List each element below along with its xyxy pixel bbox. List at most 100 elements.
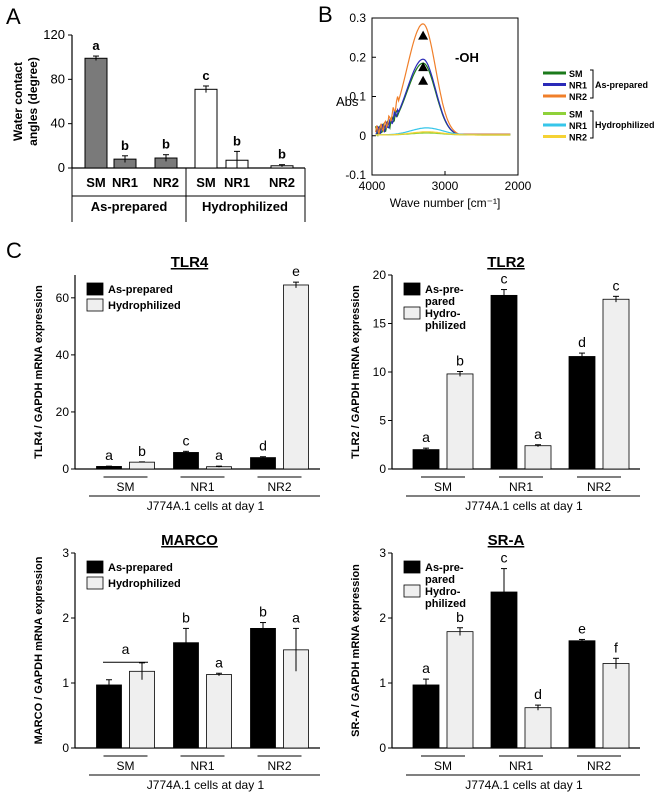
y-tick-label: 20 — [373, 268, 387, 282]
legend-label: pared — [425, 296, 455, 308]
legend-label: As-pre- — [425, 284, 464, 296]
category-label: SM — [117, 480, 135, 494]
category-label: NR2 — [267, 480, 291, 494]
chart-title: TLR2 — [487, 254, 525, 271]
category-label: NR2 — [587, 480, 611, 494]
x-tick-label: 4000 — [359, 179, 386, 193]
significance-letter: d — [578, 334, 586, 350]
x-axis-label: J774A.1 cells at day 1 — [465, 499, 583, 513]
significance-letter: c — [183, 432, 190, 448]
significance-letter: b — [456, 609, 464, 625]
significance-letter: b — [162, 137, 170, 152]
y-tick-label: 10 — [373, 365, 387, 379]
y-tick-label: 2 — [379, 611, 386, 625]
significance-letter: b — [456, 353, 464, 369]
category-label: NR1 — [224, 175, 250, 190]
significance-letter: a — [422, 660, 430, 676]
legend-label: NR2 — [569, 133, 587, 143]
significance-letter: f — [614, 639, 618, 655]
y-tick-label: 0 — [62, 741, 69, 755]
category-label: SM — [434, 759, 452, 773]
legend-label: Hydrophilized — [108, 300, 181, 312]
chart-sra: SR-A 0 1 2 3 SR-A / GAPDH mRNA expression a b SM… — [350, 532, 640, 792]
bar — [250, 628, 276, 749]
y-tick-label: 0 — [62, 462, 69, 476]
legend-swatch — [86, 282, 104, 296]
significance-letter: a — [215, 654, 223, 670]
chart-b-ftir-spectrum: -0.1 0 0.1 0.2 0.3 4000 3000 2000 Abs Wave number… — [336, 11, 655, 210]
bar — [250, 457, 276, 470]
group-label: As-prepared — [91, 199, 168, 214]
bar — [568, 640, 596, 749]
category-label: NR1 — [509, 759, 533, 773]
category-label: NR1 — [190, 480, 214, 494]
legend-label: Hydro- — [425, 308, 461, 320]
bar — [524, 707, 552, 749]
x-axis-label: J774A.1 cells at day 1 — [147, 499, 265, 513]
significance-letter: a — [292, 609, 300, 625]
y-tick-label: 40 — [56, 348, 70, 362]
chart-tlr4: TLR4 0 20 40 60 TLR4 / GAPDH mRNA expression a… — [33, 254, 320, 513]
bar — [602, 298, 630, 470]
significance-letter: d — [259, 438, 267, 454]
significance-letter: b — [182, 609, 190, 625]
y-tick-label: 0 — [58, 160, 65, 175]
bar — [446, 631, 474, 749]
y-tick-label: 0.1 — [349, 90, 366, 104]
legend-group-label: As-prepared — [595, 80, 648, 90]
significance-letter: a — [105, 447, 113, 463]
legend-label: NR2 — [569, 92, 587, 102]
chart-a-contact-angle: 0 40 80 120 Water contact angles (degree) a SM b… — [11, 27, 306, 222]
y-tick-label: 15 — [373, 317, 387, 331]
significance-letter: b — [121, 138, 129, 153]
y-tick-label: 0.3 — [349, 11, 366, 25]
spectrum-line — [375, 23, 511, 135]
legend-swatch — [86, 298, 104, 312]
chart-marco: MARCO 0 1 2 3 MARCO / GAPDH mRNA expression SM… — [33, 532, 320, 792]
legend-swatch — [403, 584, 421, 598]
bar — [446, 373, 474, 470]
legend-label: As-pre- — [425, 562, 464, 574]
category-label: NR2 — [153, 175, 179, 190]
significance-letter: a — [215, 447, 223, 463]
y-tick-label: 5 — [379, 414, 386, 428]
spectrum-line — [375, 58, 511, 135]
significance-letter: c — [202, 68, 209, 83]
bar — [129, 461, 155, 470]
category-label: SM — [86, 175, 106, 190]
x-axis-label: J774A.1 cells at day 1 — [465, 778, 583, 792]
significance-letter: e — [578, 620, 586, 636]
y-tick-label: 0 — [379, 741, 386, 755]
legend-swatch — [86, 576, 104, 590]
legend-label: Hydro- — [425, 586, 461, 598]
significance-letter: b — [138, 443, 146, 459]
y-tick-label: 2 — [62, 611, 69, 625]
y-axis-label: TLR4 / GAPDH mRNA expression — [33, 285, 45, 459]
chart-title: SR-A — [488, 532, 525, 549]
legend-label: philized — [425, 598, 466, 610]
bar — [283, 284, 309, 470]
bar — [84, 57, 108, 169]
category-label: NR1 — [190, 759, 214, 773]
bar — [173, 642, 199, 749]
y-axis-label: Abs — [336, 94, 359, 109]
legend-label: As-prepared — [108, 562, 173, 574]
y-tick-label: 3 — [62, 546, 69, 560]
y-tick-label: 1 — [379, 676, 386, 690]
plot-frame — [371, 17, 519, 176]
y-axis-label: angles (degree) — [26, 57, 40, 146]
y-tick-label: 40 — [51, 116, 65, 131]
x-axis-label: J774A.1 cells at day 1 — [147, 778, 265, 792]
y-tick-label: 120 — [43, 27, 65, 42]
peak-marker — [418, 75, 429, 85]
bar — [412, 684, 440, 749]
significance-letter: c — [501, 550, 508, 566]
legend-label: philized — [425, 320, 466, 332]
legend-label: SM — [569, 69, 583, 79]
significance-letter: c — [501, 271, 508, 287]
y-axis-label: TLR2 / GAPDH mRNA expression — [350, 285, 362, 459]
bar — [568, 356, 596, 470]
category-label: SM — [117, 759, 135, 773]
chart-title: TLR4 — [171, 254, 209, 271]
category-label: NR2 — [587, 759, 611, 773]
